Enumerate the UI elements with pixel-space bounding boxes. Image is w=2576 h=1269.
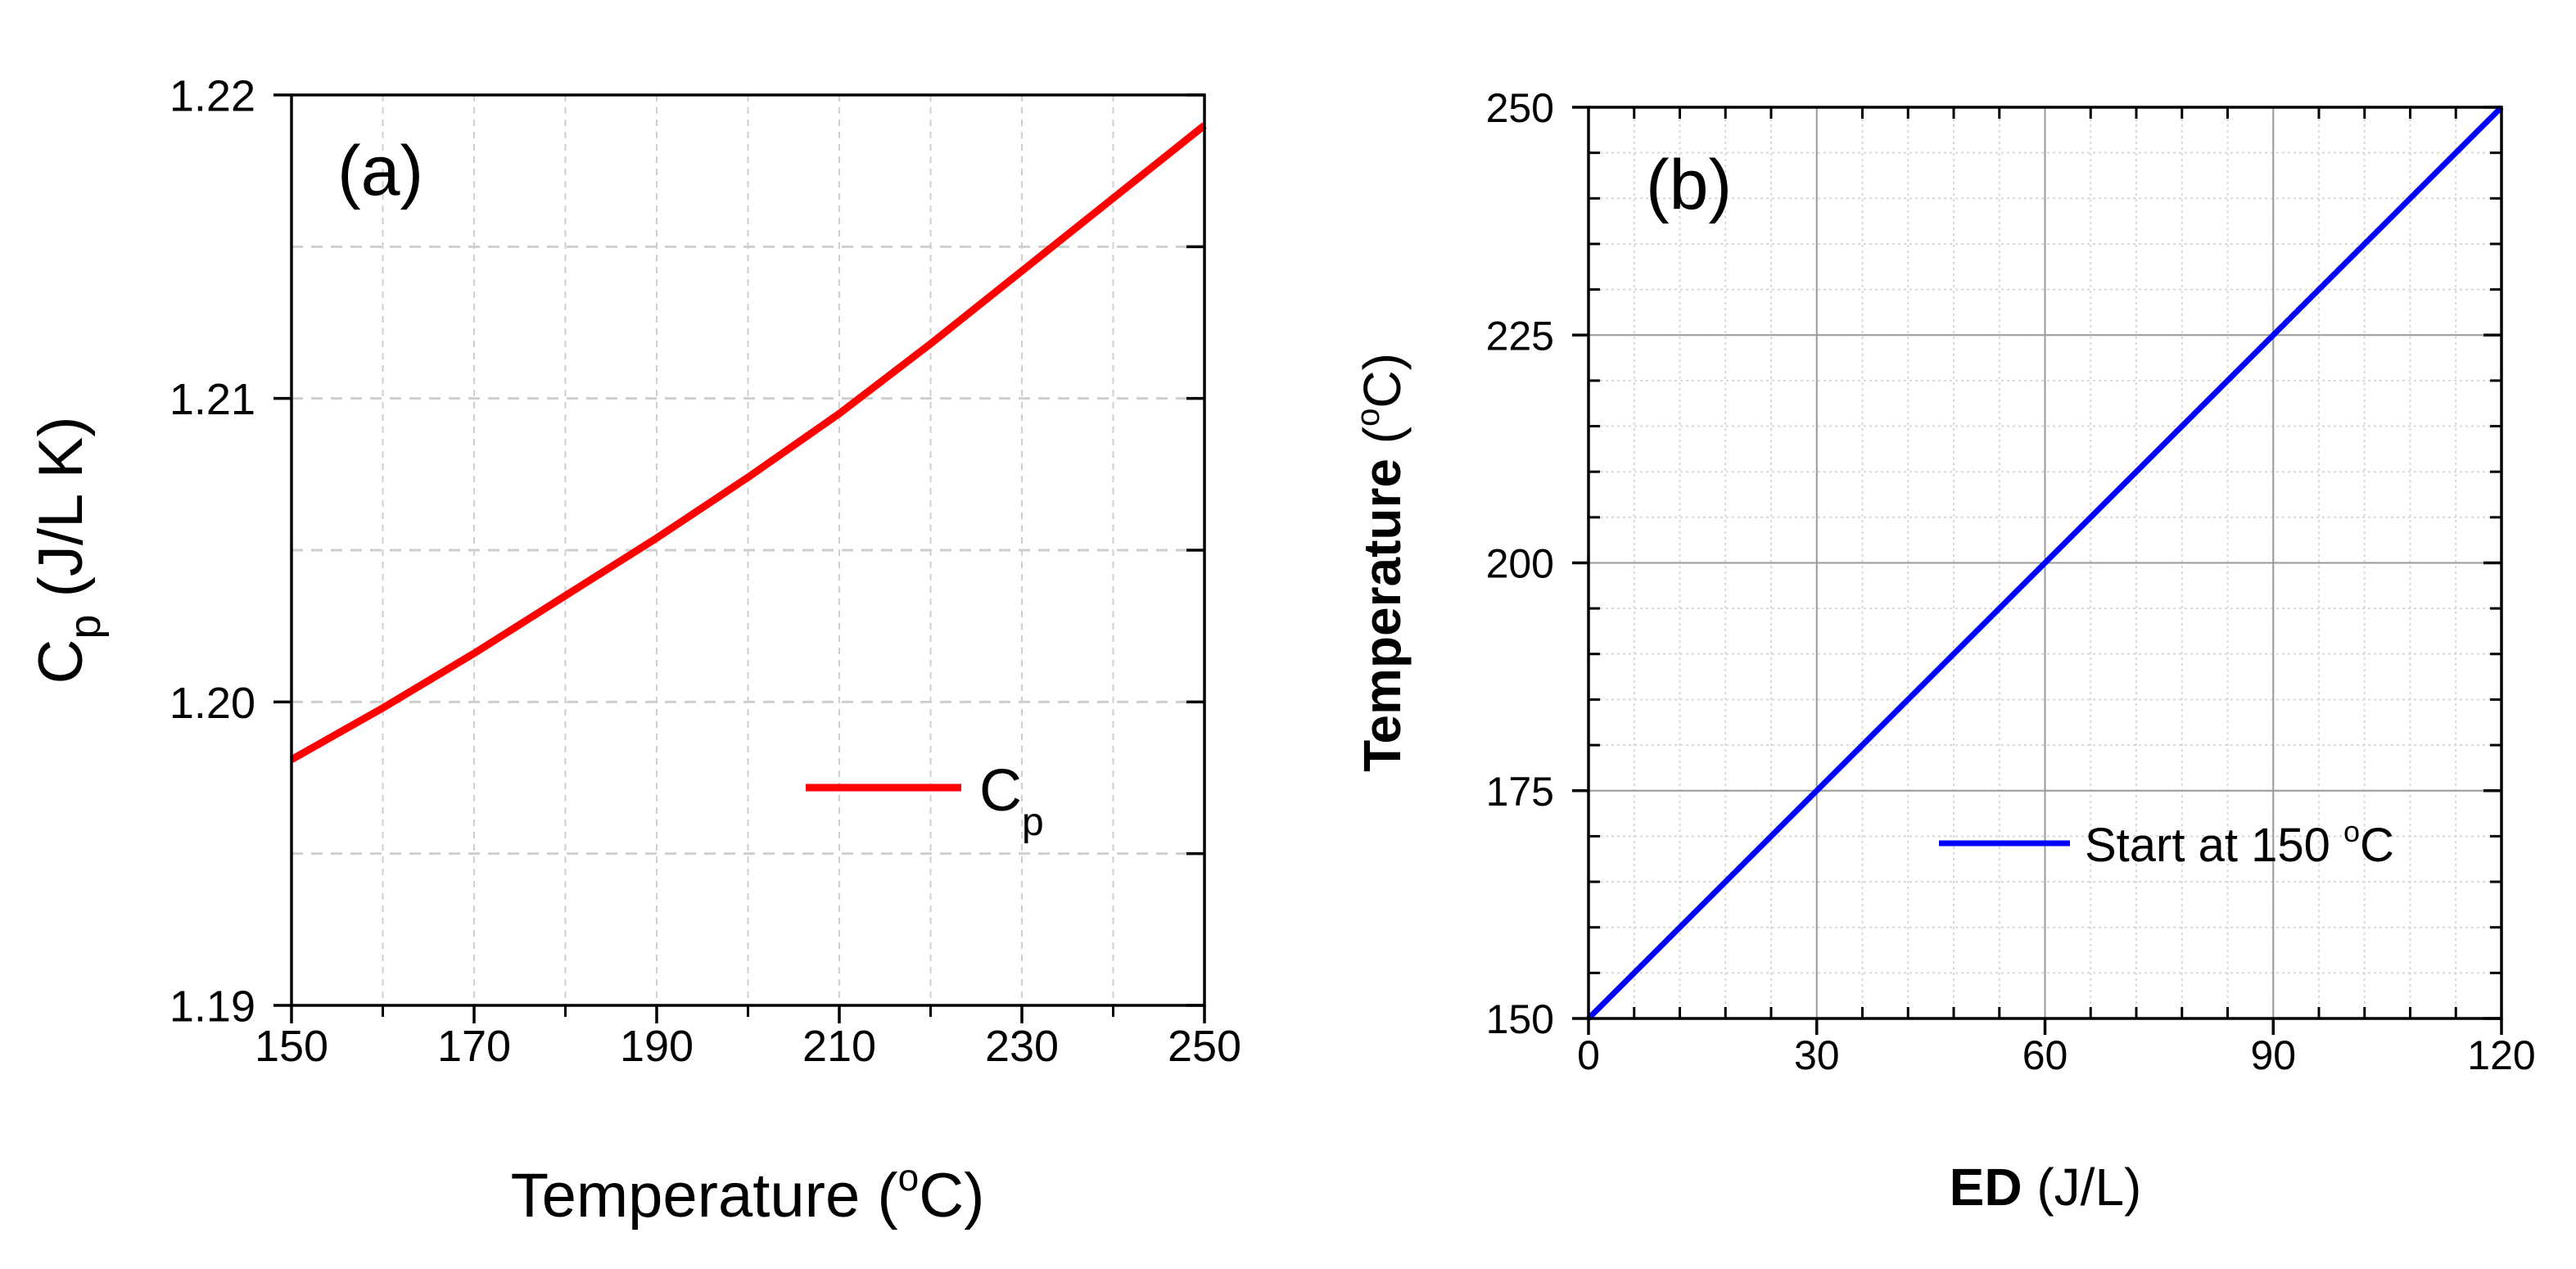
panel-b-legend-label: Start at 150 oC — [2085, 815, 2394, 872]
panel-b-legend: Start at 150 oC — [1939, 815, 2394, 872]
panel-a-gridlines — [291, 95, 1204, 1005]
panel-b-y-axis-title-sup: o — [1350, 409, 1386, 427]
panel-b-x-axis-title-tail: (J/L) — [2022, 1158, 2142, 1217]
panel-b-y-axis-title-tail: C) — [1353, 353, 1412, 409]
panel-a-y-axis-title-tail: (J/L K) — [26, 416, 96, 614]
panel-a-x-tick-label: 190 — [620, 1022, 694, 1071]
panel-a-x-tick-label: 210 — [802, 1022, 876, 1071]
panel-b-x-tick-label: 30 — [1794, 1032, 1840, 1078]
panel-a-x-tick-label: 230 — [985, 1022, 1059, 1071]
panel-a-cp-chart: (a) 150 170 190 210 230 250 1.191.201.211.22 … — [26, 71, 1241, 1231]
panel-a-x-tick-label: 170 — [437, 1022, 511, 1071]
panel-b-legend-tail: C — [2360, 819, 2394, 872]
panel-a-y-tick-labels: 1.19 1.20 1.21 1.22 — [169, 71, 255, 1031]
panel-a-x-tick-label: 250 — [1168, 1022, 1241, 1071]
panel-a-y-axis-title-sub: p — [61, 615, 110, 639]
panel-b-y-tick-label: 250 — [1486, 85, 1554, 131]
panel-a-label: (a) — [337, 132, 423, 210]
panel-b-x-tick-label: 0 — [1577, 1032, 1600, 1078]
panel-b-y-tick-label: 175 — [1486, 769, 1554, 815]
panel-b-y-axis-title-open: ( — [1353, 427, 1412, 458]
panel-a-legend-sub: p — [1022, 801, 1044, 844]
panel-b-y-tick-label: 200 — [1486, 541, 1554, 587]
panel-b-y-axis-title: Temperature (oC) — [1350, 353, 1412, 772]
panel-a-y-tick-label: 1.19 — [169, 982, 255, 1031]
panel-b-x-axis-title: ED (J/L) — [1950, 1158, 2142, 1217]
panel-b-series — [1586, 105, 2504, 1021]
panel-a-legend-main: C — [979, 758, 1022, 824]
panel-a-frame — [290, 93, 1206, 1007]
panel-a-series-line — [289, 122, 1207, 763]
panel-a-legend-label: Cp — [979, 758, 1044, 844]
panel-a-x-tick-label: 150 — [255, 1022, 328, 1071]
panel-b-x-tick-label: 60 — [2022, 1032, 2068, 1078]
panel-b-y-tick-label: 150 — [1486, 996, 1554, 1042]
panel-b-x-tick-label: 120 — [2467, 1032, 2535, 1078]
panel-b-y-axis-title-bold: Temperature — [1353, 458, 1412, 772]
panel-b-x-axis-title-bold: ED — [1950, 1158, 2022, 1217]
panel-a-y-tick-label: 1.20 — [169, 679, 255, 728]
panel-b-label: (b) — [1646, 146, 1732, 224]
panel-b-x-tick-label: 90 — [2250, 1032, 2296, 1078]
panel-a-x-axis-title-tail: C) — [919, 1161, 984, 1231]
panel-a-y-axis-title-main: C — [26, 639, 96, 684]
panel-a-y-axis-title: Cp (J/L K) — [26, 416, 110, 684]
panel-b-legend-sup: o — [2343, 815, 2360, 848]
panel-a-y-tick-label: 1.22 — [169, 71, 255, 120]
panel-b-legend-main: Start at 150 — [2085, 819, 2343, 872]
panel-b-y-tick-label: 225 — [1486, 313, 1554, 359]
panel-b-ticks — [1572, 106, 2503, 1035]
panel-a-x-axis-title-sup: o — [898, 1156, 920, 1199]
panel-a-x-axis-title: Temperature (oC) — [511, 1156, 985, 1231]
panel-a-x-tick-labels: 150 170 190 210 230 250 — [255, 1022, 1241, 1071]
panel-a-series — [289, 122, 1207, 763]
panel-a-legend: Cp — [806, 758, 1044, 844]
panel-b-x-tick-labels: 0 30 60 90 120 — [1577, 1032, 2536, 1078]
panel-a-y-tick-label: 1.21 — [169, 375, 255, 424]
panel-a-x-axis-title-main: Temperature ( — [511, 1161, 898, 1231]
panel-b-y-tick-labels: 150 175 200 225 250 — [1486, 85, 1554, 1042]
panel-b-series-line — [1586, 105, 2504, 1021]
panel-b-frame — [1587, 106, 2503, 1020]
